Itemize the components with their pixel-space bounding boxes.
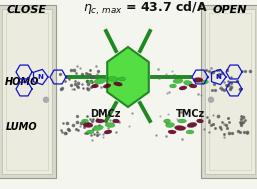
Text: DMCz: DMCz — [90, 109, 120, 119]
Text: LUMO: LUMO — [6, 122, 38, 132]
Ellipse shape — [93, 125, 103, 131]
Ellipse shape — [94, 78, 106, 84]
Polygon shape — [107, 47, 149, 107]
Text: N: N — [37, 74, 43, 80]
Ellipse shape — [168, 130, 176, 134]
Ellipse shape — [193, 77, 203, 83]
Ellipse shape — [104, 130, 112, 134]
Text: CLOSE: CLOSE — [7, 5, 47, 15]
FancyBboxPatch shape — [205, 9, 255, 174]
Ellipse shape — [114, 82, 122, 86]
FancyBboxPatch shape — [0, 5, 56, 178]
Text: TMCz: TMCz — [175, 109, 205, 119]
Ellipse shape — [197, 119, 204, 123]
Text: HOMO: HOMO — [5, 77, 39, 87]
FancyBboxPatch shape — [201, 5, 257, 178]
Ellipse shape — [183, 80, 192, 86]
Ellipse shape — [201, 80, 208, 84]
Ellipse shape — [108, 77, 118, 81]
Text: OPEN: OPEN — [213, 5, 247, 15]
Ellipse shape — [189, 84, 197, 88]
Ellipse shape — [81, 119, 88, 123]
Ellipse shape — [178, 119, 187, 123]
Ellipse shape — [91, 84, 98, 88]
Ellipse shape — [166, 122, 175, 128]
Ellipse shape — [96, 119, 105, 123]
Ellipse shape — [118, 77, 125, 81]
Ellipse shape — [113, 119, 120, 123]
Text: $\eta_{c,\, max}$ = 43.7 cd/A: $\eta_{c,\, max}$ = 43.7 cd/A — [82, 0, 207, 17]
Ellipse shape — [175, 125, 186, 131]
Ellipse shape — [179, 86, 187, 90]
Ellipse shape — [187, 122, 197, 128]
Ellipse shape — [186, 130, 194, 134]
Ellipse shape — [83, 122, 93, 128]
Text: N: N — [215, 74, 221, 80]
Circle shape — [208, 97, 214, 102]
Circle shape — [43, 97, 49, 102]
FancyBboxPatch shape — [2, 9, 52, 174]
Ellipse shape — [103, 84, 111, 88]
Ellipse shape — [163, 119, 170, 123]
Ellipse shape — [173, 78, 183, 84]
Ellipse shape — [86, 130, 94, 134]
Ellipse shape — [87, 81, 93, 84]
Ellipse shape — [170, 84, 177, 88]
Ellipse shape — [105, 122, 115, 128]
